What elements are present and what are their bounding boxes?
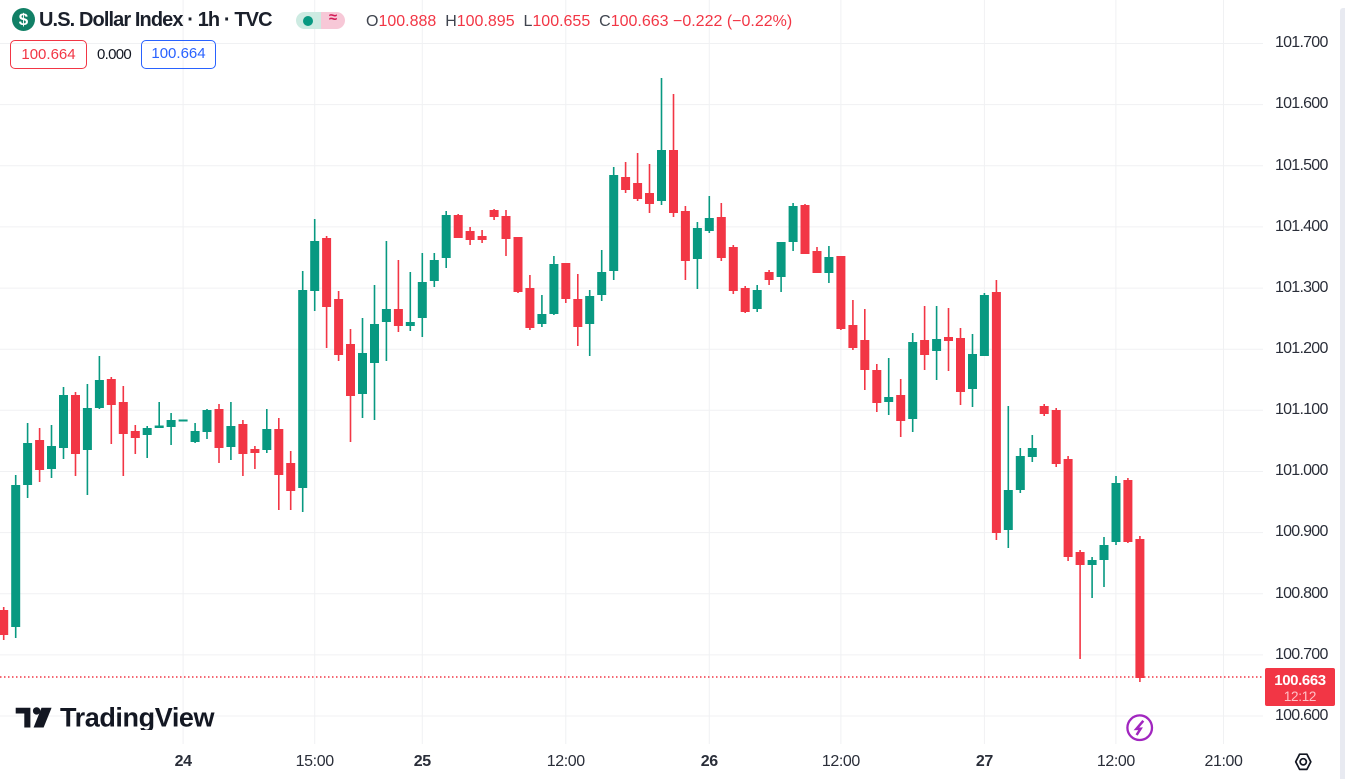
svg-text:TradingView: TradingView	[60, 706, 215, 730]
